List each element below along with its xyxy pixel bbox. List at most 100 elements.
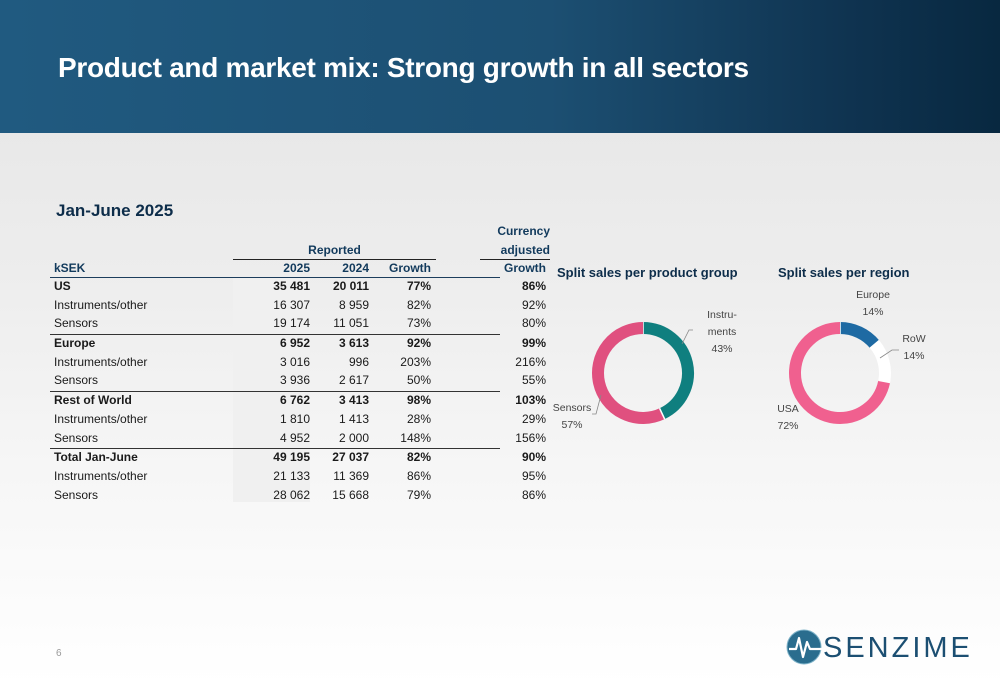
growth-value: 50% bbox=[406, 373, 431, 388]
growth-value: 92% bbox=[406, 336, 431, 351]
table-row: Sensors 28 062 15 668 79% 86% bbox=[50, 487, 546, 506]
value-2024: 2 000 bbox=[338, 430, 369, 445]
row-label: Sensors bbox=[54, 316, 99, 331]
col-header-2025: 2025 bbox=[283, 261, 310, 275]
growth-value: 98% bbox=[406, 393, 431, 408]
value-2025: 19 174 bbox=[273, 316, 310, 331]
col-header-ksek: kSEK bbox=[54, 261, 86, 275]
value-2025: 3 936 bbox=[279, 373, 310, 388]
value-2025: 21 133 bbox=[273, 468, 310, 483]
usa-label-pct: 72% bbox=[777, 420, 799, 432]
row-label: Europe bbox=[54, 336, 96, 351]
product-donut-slice-sensors bbox=[592, 322, 665, 424]
currency-growth-value: 80% bbox=[521, 316, 546, 331]
col-header-growth: Growth bbox=[389, 261, 431, 275]
region-donut-slice-usa bbox=[789, 322, 891, 424]
row-label-pct: 14% bbox=[903, 350, 925, 362]
reported-header: Reported bbox=[233, 241, 436, 260]
value-2025: 6 952 bbox=[279, 336, 310, 351]
value-2025: 6 762 bbox=[279, 393, 310, 408]
product-donut-slice-separator bbox=[658, 407, 666, 420]
value-2025: 4 952 bbox=[279, 430, 310, 445]
col-header-currency-growth: Growth bbox=[504, 261, 546, 275]
currency-growth-value: 156% bbox=[515, 430, 546, 445]
page-title: Product and market mix: Strong growth in… bbox=[58, 52, 749, 83]
region-chart-title: Split sales per region bbox=[778, 265, 910, 280]
col-header-2024: 2024 bbox=[342, 261, 369, 275]
growth-value: 79% bbox=[406, 487, 431, 502]
growth-value: 148% bbox=[400, 430, 431, 445]
instruments-leader-line bbox=[681, 329, 693, 345]
title-banner: Product and market mix: Strong growth in… bbox=[0, 0, 1000, 133]
product-group-donut bbox=[592, 322, 694, 424]
table-row: Instruments/other 3 016 996 203% 216% bbox=[50, 354, 546, 373]
product-donut-slice-instru-ments bbox=[642, 322, 694, 420]
value-2024: 11 051 bbox=[333, 316, 369, 331]
sensors-label-name: Sensors bbox=[552, 402, 592, 414]
currency-growth-value: 86% bbox=[521, 487, 546, 502]
table-row: Sensors 4 952 2 000 148% 156% bbox=[50, 430, 546, 449]
value-2025: 28 062 bbox=[273, 487, 310, 502]
currency-growth-value: 92% bbox=[521, 297, 546, 312]
product-label-sensors: Sensors 57% bbox=[549, 400, 595, 434]
growth-value: 77% bbox=[406, 279, 431, 293]
currency-growth-value: 99% bbox=[521, 336, 546, 351]
senzime-logo-text: SENZIME bbox=[823, 632, 973, 664]
value-2024: 3 413 bbox=[338, 393, 369, 408]
usa-label-name: USA bbox=[777, 403, 799, 415]
europe-label-name: Europe bbox=[856, 289, 890, 301]
page-number: 6 bbox=[56, 648, 62, 659]
currency-growth-value: 103% bbox=[515, 393, 546, 408]
region-label-row: RoW 14% bbox=[895, 331, 933, 365]
europe-label-pct: 14% bbox=[862, 306, 884, 318]
growth-value: 82% bbox=[406, 450, 431, 465]
table-row: Sensors 19 174 11 051 73% 80% bbox=[50, 315, 546, 334]
period-heading: Jan-June 2025 bbox=[56, 201, 174, 220]
growth-value: 28% bbox=[406, 411, 431, 426]
currency-growth-value: 216% bbox=[515, 354, 546, 369]
value-2024: 3 613 bbox=[338, 336, 369, 351]
row-leader-line bbox=[879, 349, 899, 359]
value-2025: 3 016 bbox=[279, 354, 310, 369]
value-2025: 49 195 bbox=[273, 450, 310, 465]
row-label: Instruments/other bbox=[54, 354, 148, 369]
region-donut-slice-separator bbox=[878, 379, 891, 384]
value-2024: 11 369 bbox=[333, 468, 369, 483]
row-label: Instruments/other bbox=[54, 297, 148, 312]
table-row: Instruments/other 21 133 11 369 86% 95% bbox=[50, 468, 546, 487]
growth-value: 82% bbox=[406, 297, 431, 312]
table-row: Sensors 3 936 2 617 50% 55% bbox=[50, 372, 546, 391]
currency-growth-value: 55% bbox=[521, 373, 546, 388]
product-chart-title: Split sales per product group bbox=[557, 265, 738, 280]
region-label-usa: USA 72% bbox=[770, 401, 806, 435]
value-2024: 20 011 bbox=[332, 279, 369, 293]
growth-value: 73% bbox=[406, 316, 431, 331]
table-row: Total Jan-June 49 195 27 037 82% 90% bbox=[50, 448, 546, 468]
instruments-label-line2: ments bbox=[707, 326, 737, 338]
currency-growth-value: 86% bbox=[521, 279, 546, 293]
value-2025: 16 307 bbox=[273, 297, 310, 312]
column-header-row: kSEK 2025 2024 Growth Growth bbox=[50, 260, 546, 278]
value-2024: 27 037 bbox=[332, 450, 369, 465]
value-2024: 1 413 bbox=[338, 411, 369, 426]
value-2024: 2 617 bbox=[338, 373, 369, 388]
table-row: Europe 6 952 3 613 92% 99% bbox=[50, 334, 546, 354]
region-donut-slice-europe bbox=[839, 322, 880, 349]
region-donut-slice-separator bbox=[869, 339, 880, 349]
row-label: US bbox=[54, 279, 71, 293]
table-body: US 35 481 20 011 77% 86% Instruments/other 16 … bbox=[50, 278, 546, 506]
product-label-instruments: Instru- ments 43% bbox=[700, 307, 744, 358]
table-row: Rest of World 6 762 3 413 98% 103% bbox=[50, 391, 546, 411]
region-donut-slice-row bbox=[869, 340, 891, 383]
growth-value: 203% bbox=[400, 354, 431, 369]
table-row: Instruments/other 1 810 1 413 28% 29% bbox=[50, 411, 546, 430]
row-label: Rest of World bbox=[54, 393, 132, 408]
region-donut bbox=[789, 322, 899, 424]
row-label: Instruments/other bbox=[54, 411, 148, 426]
instruments-label-line1: Instru- bbox=[707, 309, 737, 321]
row-label-name: RoW bbox=[902, 333, 926, 345]
sensors-leader-line bbox=[592, 394, 602, 415]
value-2024: 8 959 bbox=[338, 297, 369, 312]
row-label: Sensors bbox=[54, 487, 99, 502]
sensors-label-pct: 57% bbox=[561, 419, 583, 431]
